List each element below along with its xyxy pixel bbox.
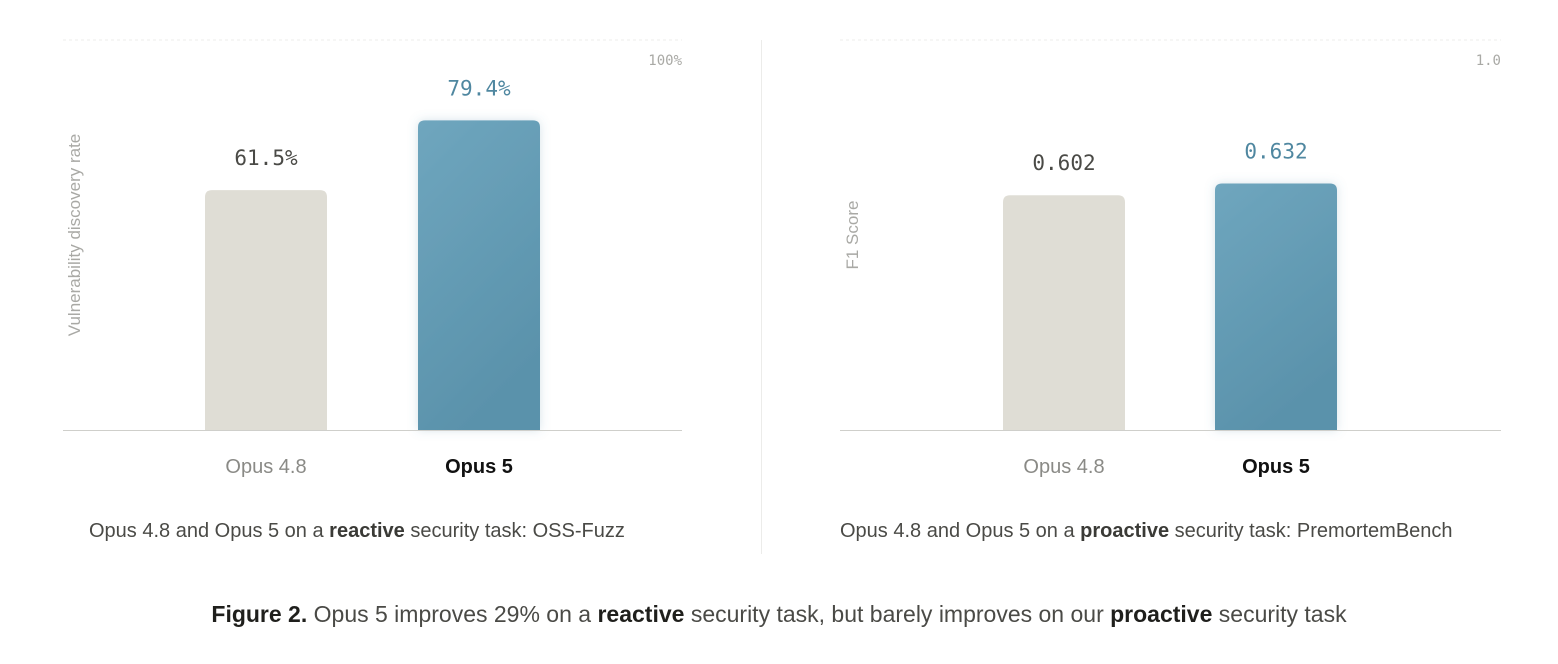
data-label: 79.4% bbox=[447, 76, 511, 100]
data-label: 0.632 bbox=[1244, 140, 1307, 164]
x-tick-label: Opus 5 bbox=[1242, 456, 1310, 478]
data-label: 61.5% bbox=[234, 146, 298, 170]
bar-chart-oss-fuzz: 100% Vulnerability discovery rate 61.5% Opu… bbox=[63, 39, 683, 478]
y-axis-label: Vulnerability discovery rate bbox=[65, 134, 84, 337]
caption-suffix: security task: PremortemBench bbox=[1169, 520, 1453, 542]
x-tick-label: Opus 4.8 bbox=[225, 456, 306, 478]
figure-caption-part1: Opus 5 improves 29% on a bbox=[307, 601, 598, 627]
bar-chart-premortembench: 1.0 F1 Score 0.602 Opus 4.8 0.632 Opus 5 bbox=[840, 39, 1501, 478]
bar-opus-5 bbox=[1215, 183, 1337, 430]
caption-emphasis: proactive bbox=[1080, 520, 1170, 542]
bar-opus-5 bbox=[418, 120, 540, 430]
figure-label: Figure 2. bbox=[211, 601, 308, 627]
caption-prefix: Opus 4.8 and Opus 5 on a bbox=[840, 520, 1081, 542]
chart-caption-premortembench: Opus 4.8 and Opus 5 on a proactive secur… bbox=[840, 520, 1453, 543]
x-tick-label: Opus 4.8 bbox=[1023, 456, 1104, 478]
caption-emphasis: reactive bbox=[329, 520, 405, 542]
data-label: 0.602 bbox=[1032, 151, 1095, 175]
figure-caption-emphasis1: reactive bbox=[597, 601, 685, 627]
panel-divider bbox=[761, 40, 762, 554]
figure-caption-emphasis2: proactive bbox=[1110, 601, 1213, 627]
caption-prefix: Opus 4.8 and Opus 5 on a bbox=[89, 520, 330, 542]
ymax-label: 100% bbox=[648, 53, 682, 69]
chart-caption-oss-fuzz: Opus 4.8 and Opus 5 on a reactive securi… bbox=[89, 520, 625, 543]
bar-opus-4-8 bbox=[205, 190, 327, 430]
figure-caption: Figure 2. Opus 5 improves 29% on a react… bbox=[0, 601, 1558, 628]
chart-panel-premortembench: 1.0 F1 Score 0.602 Opus 4.8 0.632 Opus 5 Opus… bbox=[776, 0, 1558, 580]
ymax-label: 1.0 bbox=[1476, 53, 1501, 69]
bar-opus-4-8 bbox=[1003, 195, 1125, 430]
figure-caption-part3: security task bbox=[1212, 601, 1347, 627]
x-tick-label: Opus 5 bbox=[445, 456, 513, 478]
y-axis-label: F1 Score bbox=[843, 201, 862, 270]
chart-panel-oss-fuzz: 100% Vulnerability discovery rate 61.5% Opu… bbox=[0, 0, 760, 580]
caption-suffix: security task: OSS-Fuzz bbox=[404, 520, 625, 542]
figure-caption-part2: security task, but barely improves on ou… bbox=[684, 601, 1111, 627]
